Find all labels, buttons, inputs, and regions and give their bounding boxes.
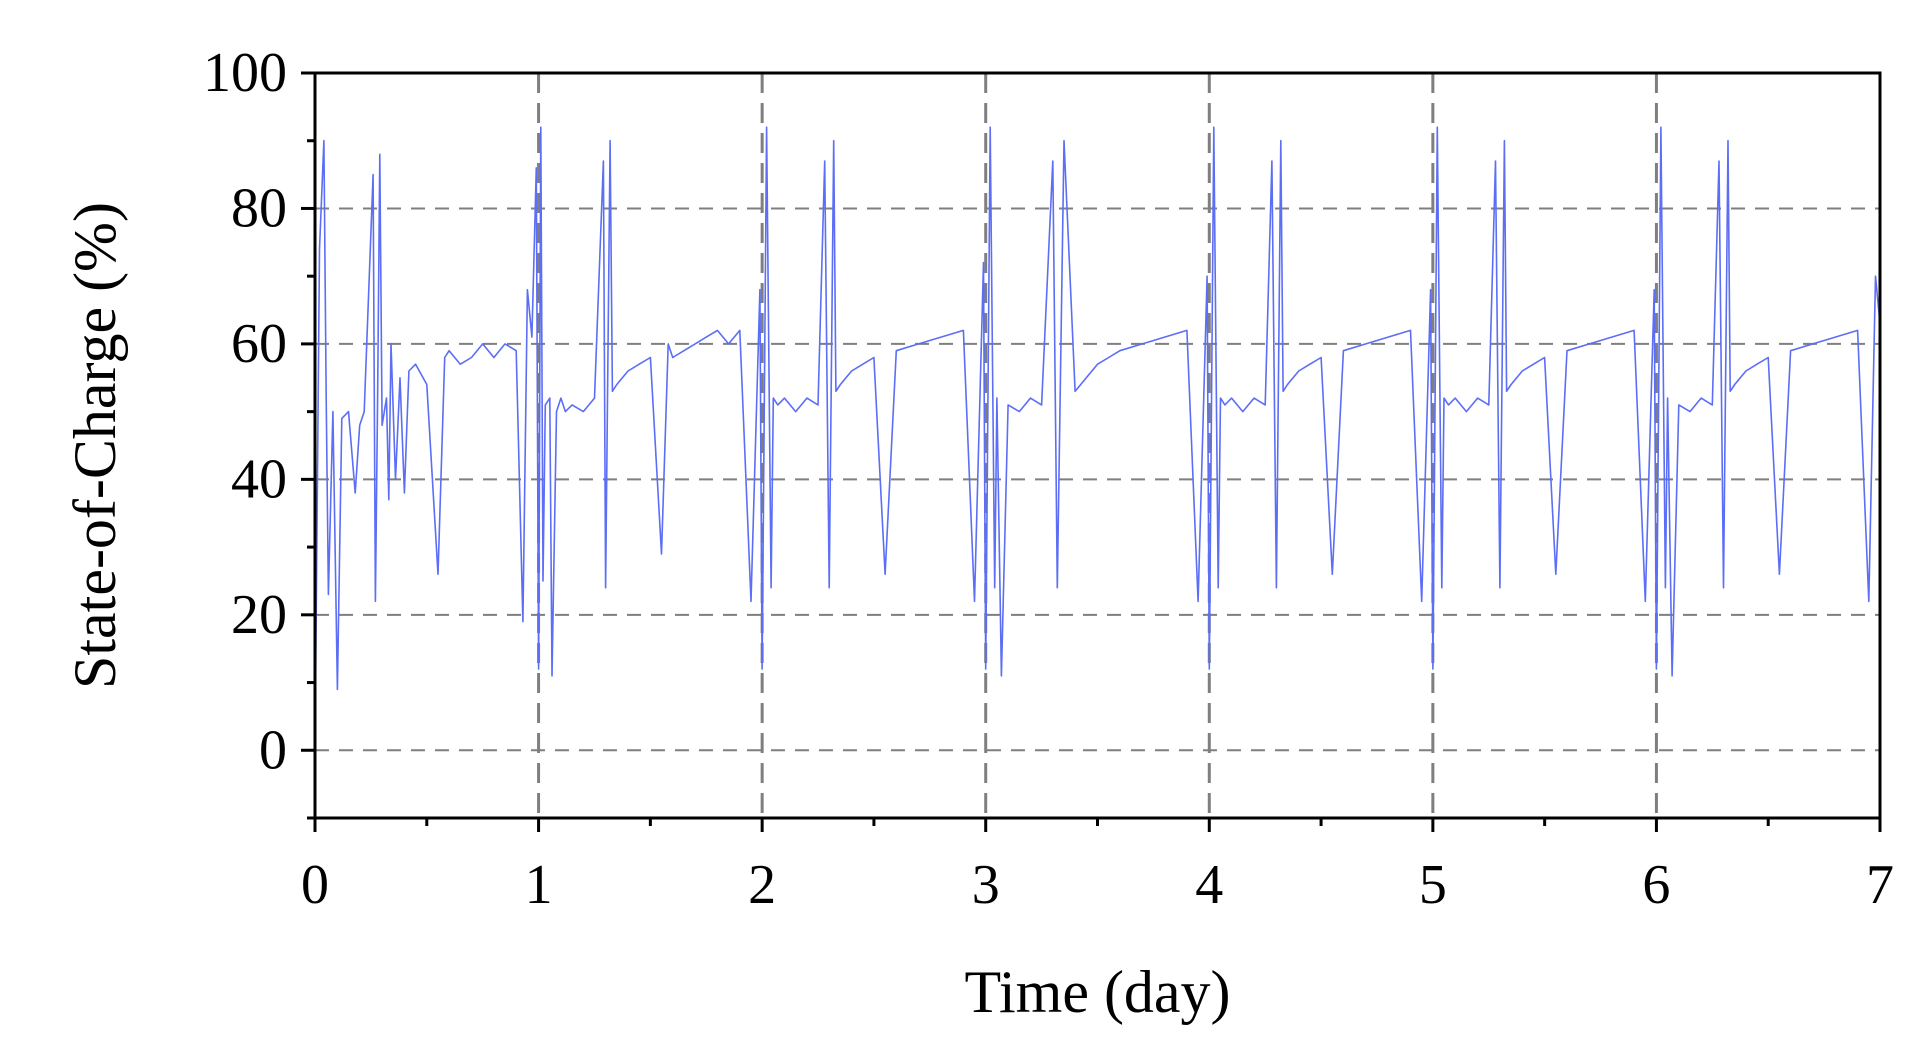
y-tick-label: 100 — [203, 42, 287, 104]
y-tick-label: 80 — [231, 177, 287, 239]
y-tick-label: 40 — [231, 448, 287, 510]
x-tick-label: 3 — [972, 854, 1000, 916]
soc-series-line — [314, 126, 1881, 751]
y-tick-label: 60 — [231, 313, 287, 375]
y-axis-ticks: 0 20 40 60 80 100 — [203, 42, 315, 820]
x-tick-label: 1 — [525, 854, 553, 916]
y-tick-label: 20 — [231, 584, 287, 646]
x-tick-label: 4 — [1195, 854, 1223, 916]
x-axis-ticks: 0 1 2 3 4 5 6 7 — [301, 818, 1894, 916]
y-tick-label: 0 — [259, 719, 287, 781]
x-tick-label: 6 — [1642, 854, 1670, 916]
x-axis-title: Time (day) — [964, 959, 1230, 1025]
x-tick-label: 7 — [1866, 854, 1894, 916]
x-tick-label: 2 — [748, 854, 776, 916]
series-group — [314, 126, 1881, 751]
y-axis-title: State-of-Charge (%) — [62, 202, 128, 689]
x-tick-label: 0 — [301, 854, 329, 916]
x-tick-label: 5 — [1419, 854, 1447, 916]
